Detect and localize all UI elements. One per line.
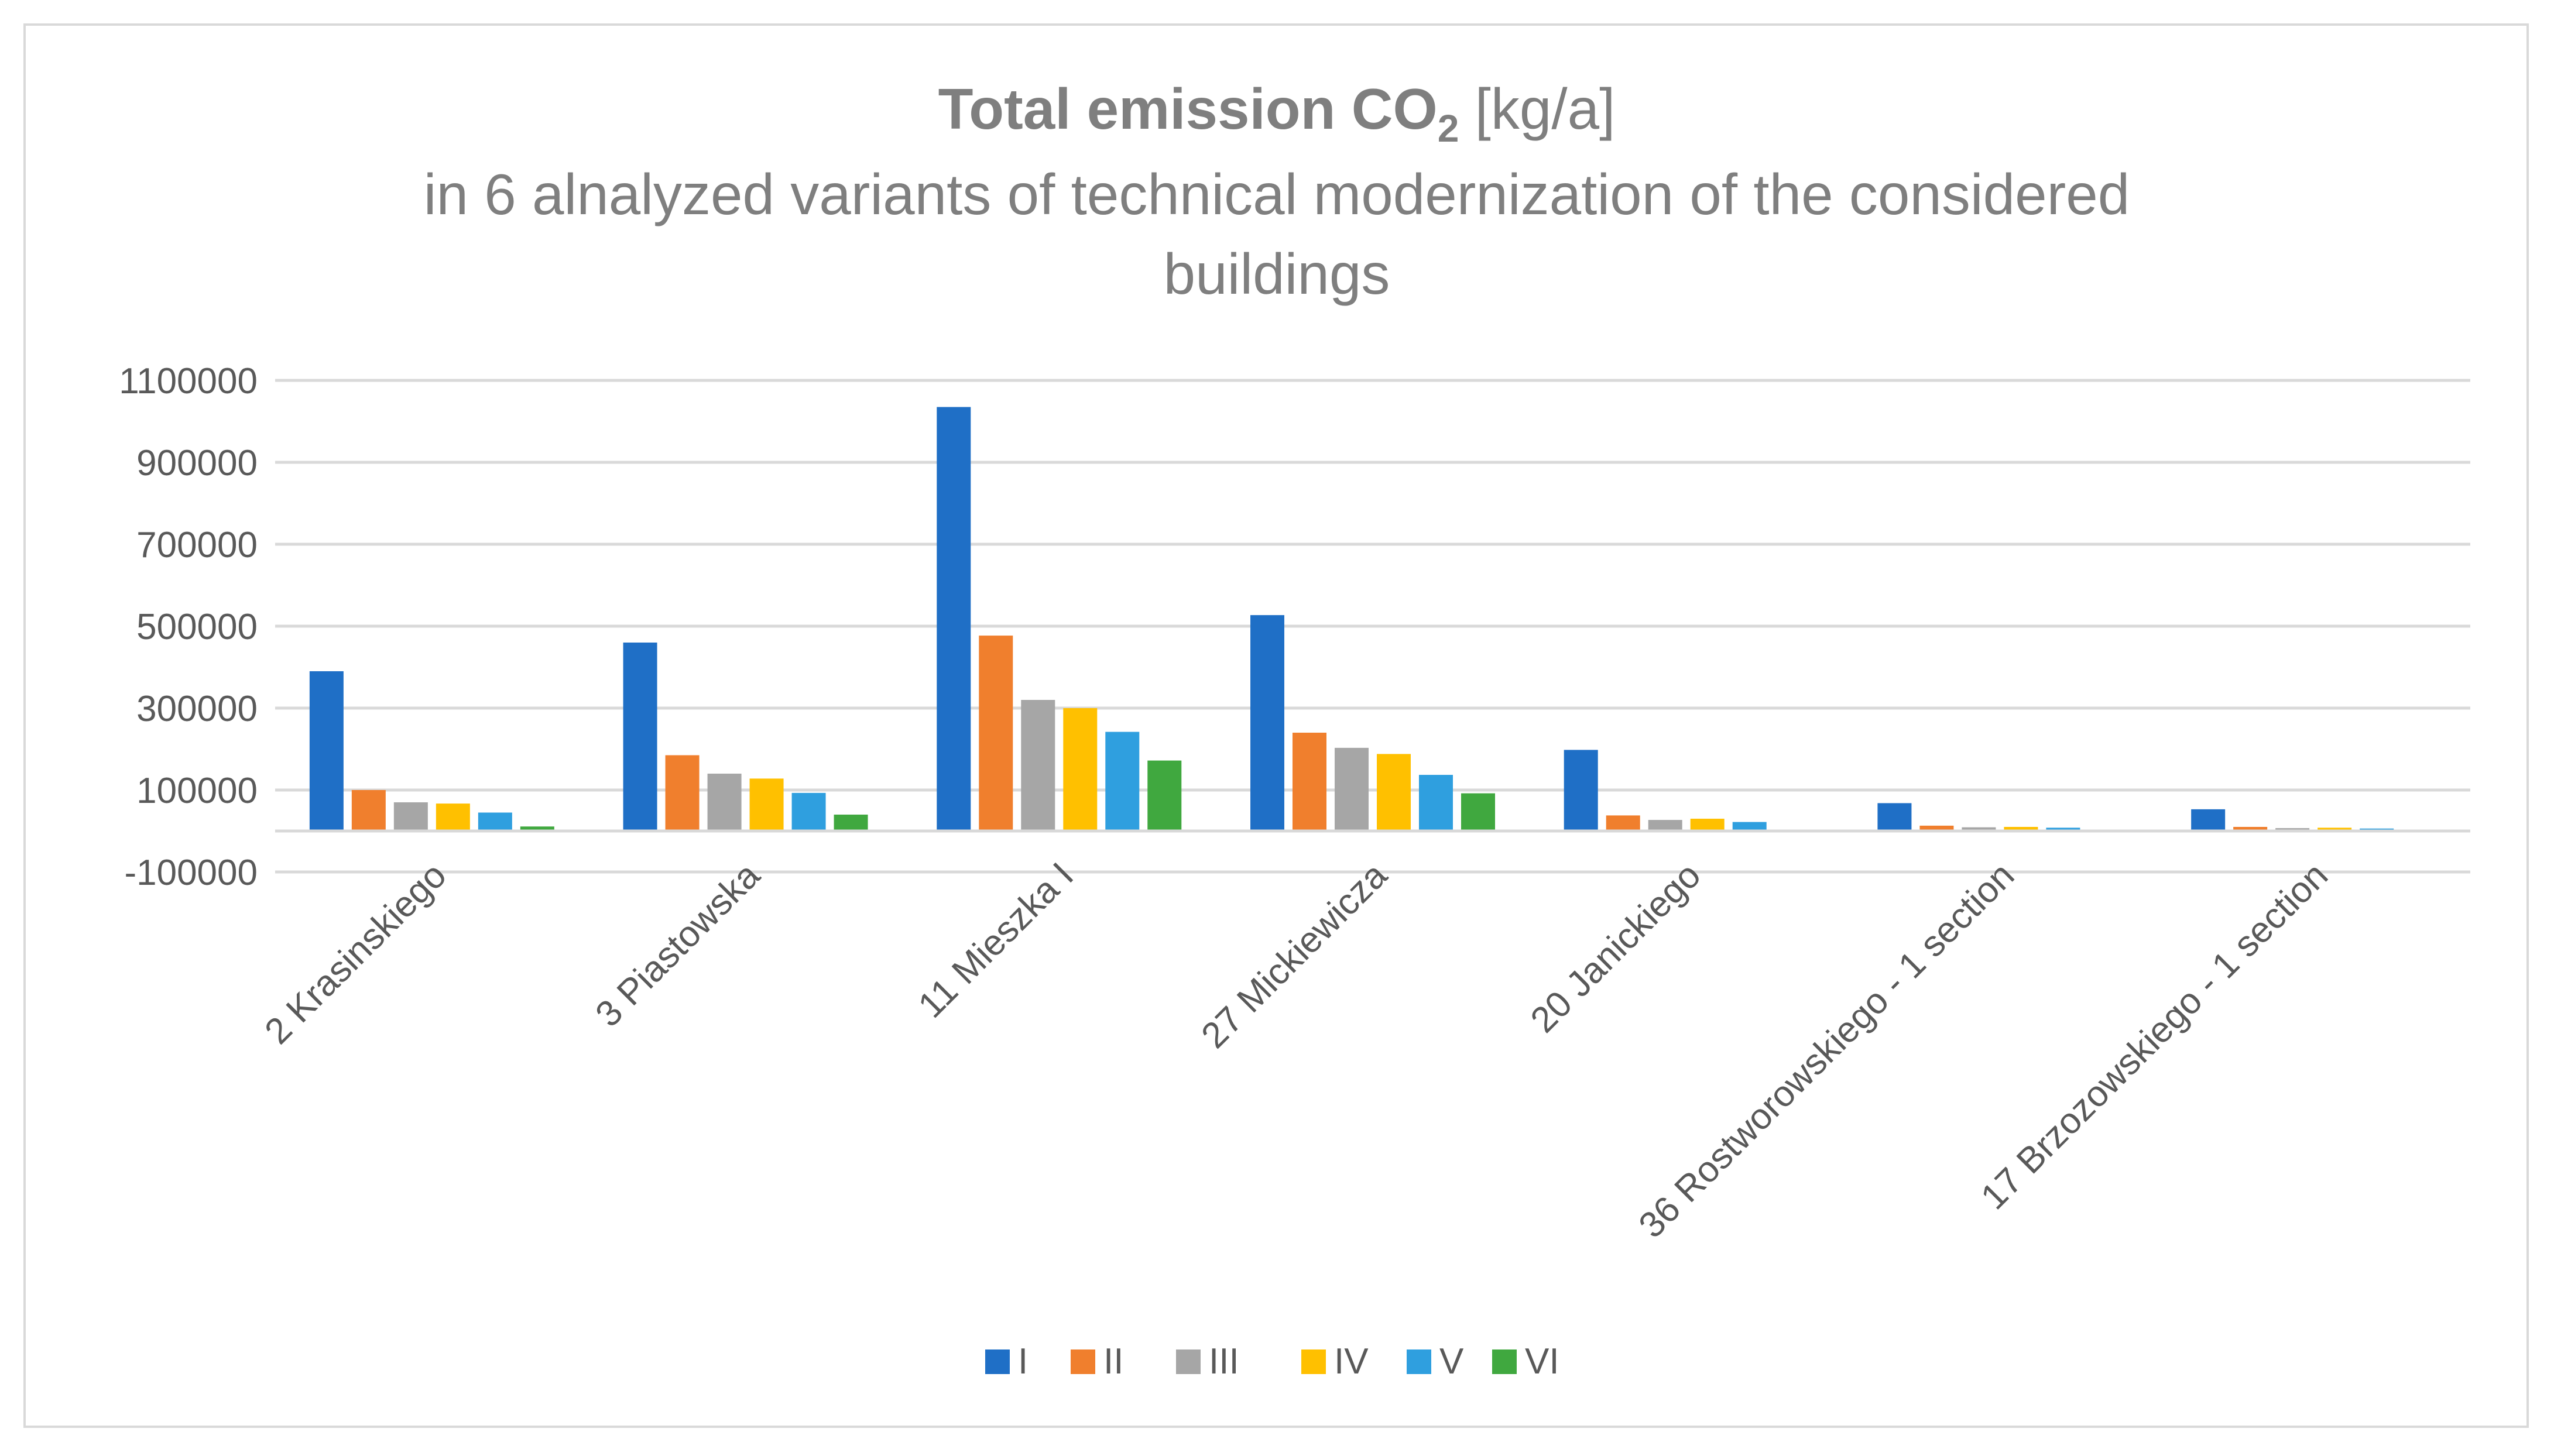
y-tick-label: -100000 — [124, 853, 258, 893]
bar — [979, 636, 1013, 831]
bar — [2318, 827, 2352, 831]
x-tick-label: 3 Piastowska — [588, 855, 767, 1035]
bar — [309, 671, 344, 831]
legend-label: II — [1103, 1341, 1123, 1382]
legend-swatch — [1071, 1349, 1095, 1374]
bar — [1962, 827, 1996, 831]
y-tick-label: 500000 — [136, 607, 258, 647]
bar — [520, 826, 554, 831]
x-tick-label: 36 Rostworowskiego - 1 section — [1631, 855, 2022, 1246]
chart-title-subscript: 2 — [1438, 107, 1459, 150]
bar — [436, 803, 470, 831]
bar — [1690, 819, 1725, 831]
bar — [1419, 775, 1453, 831]
bar — [1293, 733, 1326, 831]
chart-subtitle-line-1: in 6 alnalyzed variants of technical mod… — [424, 162, 2130, 226]
legend-swatch — [1176, 1349, 1201, 1374]
legend-label: I — [1018, 1341, 1028, 1382]
y-tick-label: 300000 — [136, 689, 258, 729]
bar — [1461, 793, 1495, 831]
bar — [1147, 760, 1182, 831]
bar — [478, 812, 512, 831]
bar — [1919, 825, 1954, 831]
chart-title: Total emission CO2 [kg/a] — [938, 77, 1616, 150]
bar — [623, 643, 657, 831]
bar — [1377, 754, 1411, 831]
legend-swatch — [1407, 1349, 1431, 1374]
legend-item: IV — [1301, 1341, 1369, 1382]
legend-swatch — [1301, 1349, 1326, 1374]
chart-subtitle-line-2: buildings — [1164, 242, 1390, 306]
legend-swatch — [985, 1349, 1010, 1374]
legend: I II III IV V VI — [985, 1341, 1559, 1382]
bar — [1105, 732, 1140, 831]
bar — [1732, 822, 1767, 831]
bar — [1021, 700, 1055, 831]
legend-label: V — [1439, 1341, 1464, 1382]
bars — [309, 407, 2394, 831]
bar — [1063, 708, 1098, 831]
bar — [665, 755, 700, 831]
legend-label: III — [1209, 1341, 1239, 1382]
x-tick-label: 11 Mieszka I — [911, 855, 1082, 1026]
bar — [1250, 615, 1284, 831]
bar — [791, 792, 826, 831]
x-tick-label: 20 Janickiego — [1523, 855, 1709, 1041]
legend-item: VI — [1492, 1341, 1559, 1382]
bar — [1606, 815, 1640, 831]
legend-item: III — [1176, 1341, 1239, 1382]
y-tick-label: 700000 — [136, 525, 258, 565]
y-axis: -100000 100000 300000 500000 700000 900000 110… — [119, 361, 258, 893]
y-tick-label: 1100000 — [119, 361, 258, 401]
legend-item: I — [985, 1341, 1028, 1382]
bar — [2046, 827, 2080, 831]
legend-label: VI — [1525, 1341, 1559, 1382]
chart-title-main: Total emission CO — [938, 77, 1438, 141]
chart-title-unit: [kg/a] — [1459, 77, 1615, 141]
bar — [937, 407, 971, 831]
y-tick-label: 900000 — [136, 443, 258, 483]
bar — [1564, 750, 1598, 831]
bar — [2233, 827, 2268, 831]
bar — [707, 774, 742, 831]
x-tick-label: 2 Krasinskiego — [257, 855, 454, 1052]
x-axis: 2 Krasinskiego 3 Piastowska 11 Mieszka I 27… — [257, 855, 2336, 1246]
bar — [351, 790, 386, 831]
bar — [393, 802, 428, 831]
legend-item: V — [1407, 1341, 1464, 1382]
y-tick-label: 100000 — [136, 771, 258, 811]
x-tick-label: 27 Mickiewicza — [1194, 855, 1395, 1056]
bar — [1648, 820, 1682, 831]
bar — [834, 815, 868, 831]
bar — [1335, 747, 1369, 831]
legend-swatch — [1492, 1349, 1517, 1374]
gridlines — [275, 379, 2470, 874]
bar — [2004, 827, 2038, 831]
bar — [2191, 809, 2226, 831]
legend-label: IV — [1334, 1341, 1369, 1382]
bar — [749, 778, 784, 831]
bar — [1877, 803, 1912, 831]
x-tick-label: 17 Brzozowskiego - 1 section — [1973, 855, 2336, 1217]
legend-item: II — [1071, 1341, 1123, 1382]
